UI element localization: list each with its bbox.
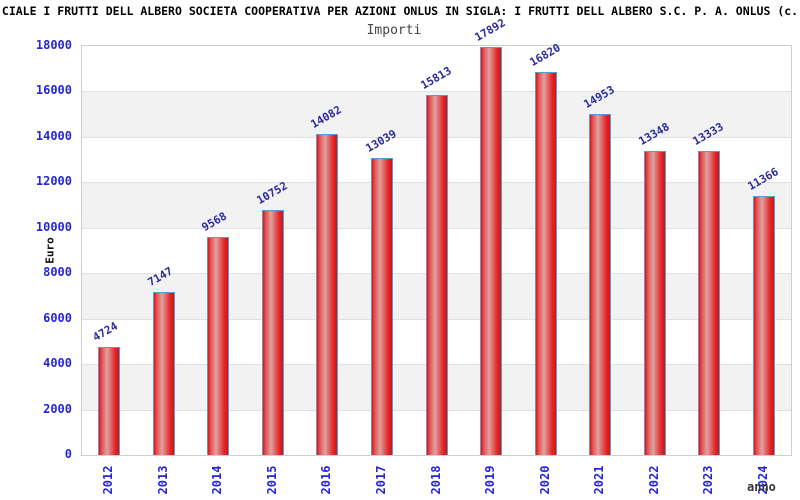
bar-2022 [643,151,666,455]
bar-2017 [370,158,393,455]
y-tick-label: 4000 [43,356,72,371]
x-tick-label: 2013 [155,465,170,495]
chart-subtitle: Importi [366,23,422,38]
chart-title: CIALE I FRUTTI DELL ALBERO SOCIETA COOPE… [1,4,799,18]
y-tick-label: 18000 [35,38,72,52]
bar-2024 [752,196,775,455]
y-tick-label: 16000 [35,83,72,98]
y-tick-label: 6000 [43,310,72,325]
x-tick-label: 2017 [373,465,388,495]
y-tick-label: 8000 [43,265,72,280]
bar-value-label: 17892 [472,16,508,44]
bar-2012 [98,347,121,455]
x-tick-label: 2018 [428,465,443,495]
y-tick-label: 10000 [35,219,72,234]
x-axis-tick-labels: 2012 2013 2014 2015 2016 2017 2018 2019 2020 2021… [81,457,792,500]
bar-2023 [698,151,721,455]
y-tick-label: 12000 [35,174,72,189]
grid-band [82,46,791,92]
x-tick-label: 2019 [483,465,498,495]
x-tick-label: 2015 [264,465,279,495]
bar-2016 [316,134,339,455]
x-tick-label: 2021 [592,465,607,495]
x-tick-label: 2023 [701,465,716,495]
y-axis-tick-labels: 0 2000 4000 6000 8000 10000 12000 14000 16000 180… [0,38,72,461]
bar-2013 [152,292,175,455]
bar-2020 [534,72,557,455]
x-tick-label: 2016 [319,465,334,495]
x-tick-label: 2012 [101,465,116,495]
y-tick-label: 2000 [43,401,72,416]
y-tick-label: 14000 [35,128,72,143]
bar-2015 [261,210,284,455]
plot-area: 4724 7147 9568 10752 14082 13039 15813 17892 168… [81,16,792,456]
y-tick-label: 0 [64,447,72,461]
bar-2014 [207,237,230,455]
bar-2018 [425,95,448,455]
x-tick-label: 2022 [646,465,661,495]
x-tick-label: 2014 [210,465,225,495]
x-axis-title: anno [747,480,776,494]
x-tick-label: 2020 [537,465,552,495]
bar-2019 [480,47,503,455]
bar-2021 [589,114,612,455]
